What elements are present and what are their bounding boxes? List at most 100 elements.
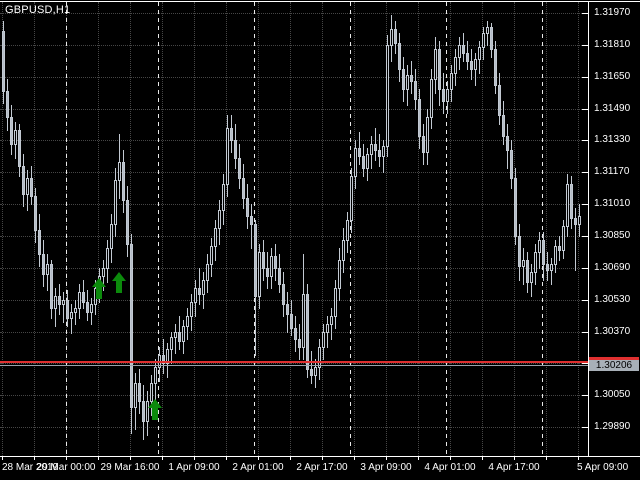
price-axis-label: 1.30850 [594, 230, 631, 241]
time-axis-line [0, 456, 640, 457]
time-axis-label: 28 Mar 2019 [2, 462, 59, 473]
price-axis-tick [582, 427, 588, 428]
price-gridline [0, 236, 588, 237]
candle-body [406, 75, 409, 90]
price-axis-tick [582, 300, 588, 301]
candle-body [178, 332, 181, 342]
candle-body [286, 304, 289, 315]
candle-body [374, 144, 377, 151]
candle-body [266, 268, 269, 277]
price-axis-label: 1.31970 [594, 7, 631, 18]
time-axis-tick [322, 457, 323, 460]
time-axis-tick [514, 457, 515, 460]
candle-body [334, 288, 337, 317]
candle-body [170, 337, 173, 350]
price-gridline [0, 172, 588, 173]
candle-body [54, 296, 57, 309]
time-gridline [194, 2, 195, 456]
buy-arrow-icon [148, 399, 162, 420]
time-axis-tick [386, 457, 387, 460]
price-axis-label: 1.30050 [594, 389, 631, 400]
candle-body [394, 29, 397, 44]
chart-top-border [0, 1, 640, 2]
price-gridline [0, 268, 588, 269]
price-axis[interactable] [588, 0, 640, 456]
price-axis-label: 1.30530 [594, 294, 631, 305]
time-gridline [322, 2, 323, 456]
time-axis-label: 2 Apr 01:00 [232, 462, 284, 473]
time-axis-tick [66, 457, 67, 460]
candle-body [398, 43, 401, 70]
time-gridline [2, 2, 3, 456]
candle-body [350, 176, 353, 221]
candle-body [38, 230, 41, 255]
candle-body [294, 328, 297, 340]
candle-body [22, 166, 25, 195]
time-axis-tick [546, 457, 547, 460]
candle-wick [199, 268, 200, 305]
bid-price-line [0, 365, 588, 366]
candle-body [542, 240, 545, 265]
candle-body [102, 268, 105, 277]
time-axis[interactable] [0, 456, 640, 480]
candle-body [154, 367, 157, 384]
current-price-tag: 1.30206 [589, 357, 639, 371]
time-gridline [450, 2, 451, 456]
candle-body [10, 117, 13, 145]
time-axis-tick [354, 457, 355, 460]
buy-arrow-icon [92, 278, 106, 299]
price-gridline [0, 45, 588, 46]
price-axis-tick [582, 77, 588, 78]
candle-body [330, 316, 333, 325]
price-gridline [0, 395, 588, 396]
candle-body [122, 162, 125, 201]
candle-body [138, 383, 141, 402]
price-gridline [0, 140, 588, 141]
candle-body [574, 218, 577, 225]
candle-body [230, 128, 233, 141]
candle-wick [311, 351, 312, 384]
price-axis-label: 1.31330 [594, 134, 631, 145]
candle-body [182, 326, 185, 342]
candle-body [74, 308, 77, 313]
price-axis-tick [582, 268, 588, 269]
candle-body [42, 254, 45, 275]
horizontal-support-line [0, 361, 588, 363]
candle-body [126, 200, 129, 245]
candle-body [362, 156, 365, 169]
candle-body [222, 184, 225, 211]
candle-body [450, 73, 453, 90]
candle-body [250, 216, 253, 225]
candle-wick [251, 204, 252, 249]
candle-body [278, 268, 281, 285]
time-gridline [482, 2, 483, 456]
price-axis-label: 1.31810 [594, 39, 631, 50]
candle-body [342, 240, 345, 261]
candle-body [378, 150, 381, 157]
price-gridline [0, 427, 588, 428]
candle-body [162, 355, 165, 364]
day-separator-line [158, 2, 159, 456]
time-axis-tick [130, 457, 131, 460]
candle-body [554, 246, 557, 265]
buy-arrow-icon [112, 272, 126, 293]
candle-body [198, 288, 201, 295]
candle-body [442, 89, 445, 102]
candle-body [314, 367, 317, 376]
candle-body [258, 252, 261, 297]
time-axis-tick [450, 457, 451, 460]
price-gridline [0, 204, 588, 205]
candle-body [142, 401, 145, 422]
candle-body [454, 57, 457, 74]
time-axis-tick [98, 457, 99, 460]
time-gridline [130, 2, 131, 456]
time-gridline [354, 2, 355, 456]
candle-body [438, 49, 441, 90]
time-axis-tick [162, 457, 163, 460]
candle-body [110, 224, 113, 249]
price-axis-tick [582, 363, 588, 364]
day-separator-line [66, 2, 67, 456]
candle-body [302, 294, 305, 348]
time-axis-tick [34, 457, 35, 460]
candle-body [26, 178, 29, 195]
